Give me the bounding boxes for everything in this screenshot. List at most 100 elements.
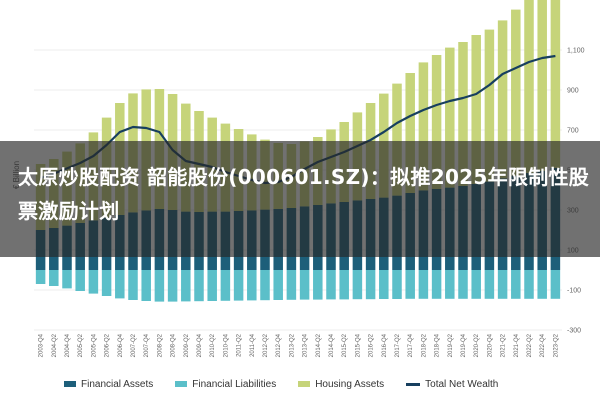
x-tick-label: 2013-Q2 bbox=[289, 333, 295, 357]
x-tick-label: 2020-Q4 bbox=[487, 333, 493, 357]
bar-financial-liabilities bbox=[247, 270, 257, 301]
x-tick-label: 2005-Q2 bbox=[78, 333, 84, 357]
bar-financial-liabilities bbox=[484, 270, 495, 299]
legend-swatch-housing-assets bbox=[298, 381, 311, 387]
x-tick-label: 2014-Q4 bbox=[329, 333, 335, 357]
bar-housing-assets bbox=[392, 83, 402, 196]
legend-label-financial-assets: Financial Assets bbox=[81, 378, 154, 390]
x-tick-label: 2016-Q2 bbox=[369, 333, 375, 357]
y-tick-label: 900 bbox=[567, 88, 579, 95]
x-tick-label: 2013-Q4 bbox=[303, 333, 309, 357]
bar-housing-assets bbox=[484, 29, 495, 182]
bar-financial-liabilities bbox=[233, 270, 244, 301]
bar-financial-liabilities bbox=[405, 270, 415, 299]
bar-financial-liabilities bbox=[115, 270, 125, 299]
bar-housing-assets bbox=[405, 73, 415, 193]
x-tick-label: 2022-Q4 bbox=[540, 333, 546, 357]
x-tick-label: 2023-Q2 bbox=[553, 333, 559, 357]
bar-financial-liabilities bbox=[88, 270, 99, 294]
legend-label-financial-liabilities: Financial Liabilities bbox=[192, 378, 277, 390]
x-tick-label: 2018-Q2 bbox=[421, 333, 427, 357]
bar-financial-liabilities bbox=[75, 270, 85, 291]
y-tick-label: 1,100 bbox=[567, 48, 585, 55]
x-tick-label: 2006-Q2 bbox=[105, 333, 111, 357]
bar-financial-liabilities bbox=[207, 270, 217, 301]
legend-item-total-net-wealth: Total Net Wealth bbox=[406, 379, 498, 390]
x-tick-label: 2021-Q4 bbox=[514, 333, 520, 357]
bar-housing-assets bbox=[511, 9, 521, 176]
x-tick-label: 2005-Q4 bbox=[91, 333, 97, 357]
x-tick-label: 2010-Q2 bbox=[210, 333, 216, 357]
x-tick-label: 2006-Q4 bbox=[118, 333, 124, 357]
x-tick-label: 2017-Q4 bbox=[408, 333, 414, 357]
bar-financial-liabilities bbox=[379, 270, 389, 299]
bar-housing-assets bbox=[497, 20, 508, 179]
x-tick-label: 2009-Q4 bbox=[197, 333, 203, 357]
legend-swatch-financial-liabilities bbox=[175, 381, 188, 387]
bar-financial-liabilities bbox=[392, 270, 402, 299]
bar-housing-assets bbox=[537, 0, 547, 171]
x-tick-label: 2011-Q2 bbox=[237, 333, 243, 357]
x-tick-label: 2007-Q4 bbox=[144, 333, 150, 357]
bar-housing-assets bbox=[445, 47, 455, 188]
bar-financial-liabilities bbox=[101, 270, 112, 296]
x-tick-label: 2015-Q2 bbox=[342, 333, 348, 357]
bar-financial-liabilities bbox=[181, 270, 191, 302]
bar-financial-liabilities bbox=[497, 270, 508, 299]
bar-financial-liabilities bbox=[458, 270, 468, 299]
bar-housing-assets bbox=[471, 35, 481, 184]
x-tick-label: 2020-Q2 bbox=[474, 333, 480, 357]
x-tick-label: 2004-Q4 bbox=[65, 333, 71, 357]
bar-financial-liabilities bbox=[35, 270, 46, 284]
x-tick-label: 2008-Q2 bbox=[157, 333, 163, 357]
x-tick-label: 2008-Q4 bbox=[171, 333, 177, 357]
legend-item-housing-assets: Housing Assets bbox=[298, 379, 384, 390]
bar-financial-liabilities bbox=[167, 270, 178, 302]
bar-housing-assets bbox=[458, 42, 468, 186]
bar-housing-assets bbox=[431, 55, 442, 189]
x-tick-label: 2015-Q4 bbox=[355, 333, 361, 357]
bar-financial-liabilities bbox=[141, 270, 151, 301]
x-tick-label: 2017-Q2 bbox=[395, 333, 401, 357]
bar-financial-liabilities bbox=[62, 270, 72, 289]
x-tick-label: 2019-Q4 bbox=[461, 333, 467, 357]
bar-financial-liabilities bbox=[273, 270, 283, 300]
bar-financial-liabilities bbox=[326, 270, 336, 300]
x-tick-label: 2011-Q4 bbox=[250, 333, 256, 357]
x-tick-label: 2019-Q2 bbox=[448, 333, 454, 357]
bar-financial-liabilities bbox=[431, 270, 442, 299]
legend: Financial Assets Financial Liabilities H… bbox=[64, 376, 520, 392]
bar-housing-assets bbox=[418, 62, 429, 191]
legend-item-financial-assets: Financial Assets bbox=[64, 379, 153, 390]
bar-financial-liabilities bbox=[313, 270, 323, 300]
legend-swatch-total-net-wealth bbox=[406, 382, 421, 386]
bar-financial-liabilities bbox=[286, 270, 297, 300]
y-tick-label: -100 bbox=[567, 288, 581, 295]
bar-financial-liabilities bbox=[220, 270, 231, 301]
bar-financial-liabilities bbox=[445, 270, 455, 299]
bar-financial-liabilities bbox=[550, 270, 561, 299]
x-tick-label: 2012-Q4 bbox=[276, 333, 282, 357]
bar-financial-liabilities bbox=[49, 270, 59, 286]
x-tick-label: 2007-Q2 bbox=[131, 333, 137, 357]
bar-financial-liabilities bbox=[194, 270, 204, 302]
bar-financial-liabilities bbox=[418, 270, 429, 299]
bar-financial-liabilities bbox=[299, 270, 310, 300]
y-tick-label: -300 bbox=[567, 328, 581, 335]
x-tick-label: 2022-Q2 bbox=[527, 333, 533, 357]
x-tick-label: 2014-Q2 bbox=[316, 333, 322, 357]
bar-housing-assets bbox=[550, 0, 561, 168]
x-tick-label: 2018-Q4 bbox=[435, 333, 441, 357]
legend-label-total-net-wealth: Total Net Wealth bbox=[425, 378, 499, 390]
legend-label-housing-assets: Housing Assets bbox=[315, 378, 385, 390]
bar-financial-liabilities bbox=[128, 270, 138, 300]
x-tick-label: 2010-Q4 bbox=[223, 333, 229, 357]
bar-financial-liabilities bbox=[365, 270, 376, 300]
bar-financial-liabilities bbox=[260, 270, 270, 301]
bar-financial-liabilities bbox=[352, 270, 363, 300]
headline-banner bbox=[0, 141, 600, 257]
x-tick-label: 2003-Q4 bbox=[39, 333, 45, 357]
headline-text: 太原炒股配资 韶能股份(000601.SZ)：拟推2025年限制性股票激励计划 bbox=[18, 165, 590, 223]
legend-item-financial-liabilities: Financial Liabilities bbox=[175, 379, 276, 390]
legend-swatch-financial-assets bbox=[64, 381, 76, 387]
